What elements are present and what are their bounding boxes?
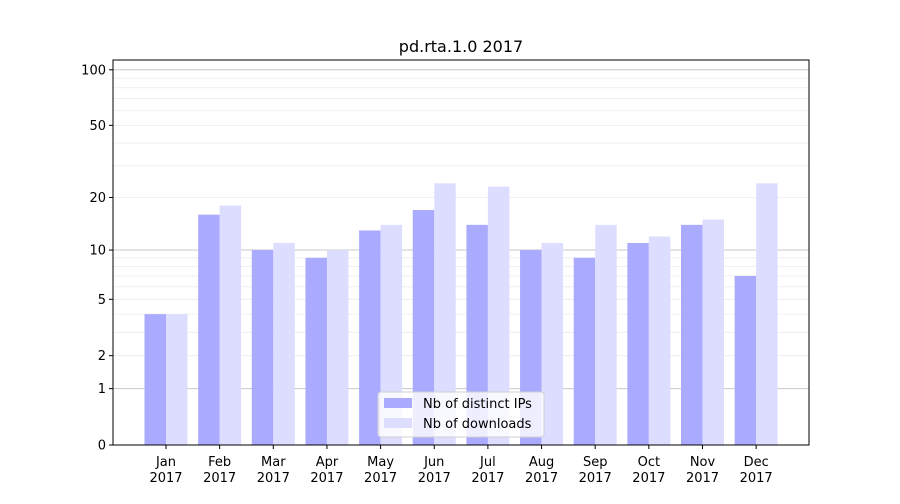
legend: Nb of distinct IPs Nb of downloads [377,391,545,438]
x-tick-label: Dec [744,455,769,470]
legend-swatch [384,398,412,408]
x-tick-label: Feb [208,455,231,470]
y-tick-label: 50 [89,119,106,134]
y-tick-label: 20 [89,191,106,206]
bar-downloads [273,242,295,445]
x-tick-label: 2017 [471,471,504,486]
y-tick-label: 1 [98,382,106,397]
bar-distinct-ips [412,210,435,445]
bar-downloads [648,236,671,445]
x-tick-label: Oct [638,455,660,470]
bar-downloads [541,242,564,445]
x-tick-label: Apr [316,455,339,470]
bar-downloads [219,205,242,445]
x-tick-label: Jul [479,455,496,470]
legend-swatch [384,418,412,428]
x-tick-label: 2017 [632,471,665,486]
x-tick-label: 2017 [579,471,612,486]
x-tick-label: Aug [529,455,554,470]
x-tick-label: Jan [155,455,176,470]
bar-distinct-ips [251,250,274,445]
y-tick-label: 0 [98,439,106,454]
legend-box [377,391,545,438]
bar-downloads [702,219,724,445]
chart-title: pd.rta.1.0 2017 [399,37,523,56]
bar-downloads [595,224,617,445]
x-tick-label: 2017 [740,471,773,486]
x-tick-label: May [367,455,394,470]
bar-downloads [756,183,778,445]
bar-distinct-ips [734,275,757,445]
x-tick-label: 2017 [257,471,290,486]
x-tick-label: 2017 [364,471,397,486]
bar-downloads [326,250,349,445]
x-tick-label: Jun [423,455,444,470]
bar-distinct-ips [144,314,166,445]
x-tick-label: 2017 [418,471,451,486]
y-tick-label: 5 [98,293,106,308]
bar-distinct-ips [681,224,703,445]
x-tick-label: Mar [261,455,286,470]
bar-distinct-ips [305,257,327,445]
bar-downloads [380,224,403,445]
bar-distinct-ips [627,242,649,445]
x-tick-label: 2017 [149,471,182,486]
y-tick-label: 10 [89,244,106,259]
x-tick-label: Nov [690,455,716,470]
x-tick-label: 2017 [686,471,719,486]
bar-distinct-ips [466,224,488,445]
legend-label: Nb of distinct IPs [423,397,532,412]
x-tick-label: 2017 [203,471,236,486]
x-tick-label: Sep [583,455,608,470]
y-tick-label: 2 [98,349,106,364]
axes-frame [112,59,810,446]
bar-distinct-ips [573,257,596,445]
y-tick-label: 100 [81,63,106,78]
bar-distinct-ips [198,214,220,445]
bar-downloads [434,183,456,445]
x-tick-label: 2017 [525,471,558,486]
bar-distinct-ips [359,230,381,445]
legend-label: Nb of downloads [423,417,532,432]
bar-downloads [487,186,510,445]
x-tick-label: 2017 [310,471,343,486]
bar-downloads [166,314,188,445]
